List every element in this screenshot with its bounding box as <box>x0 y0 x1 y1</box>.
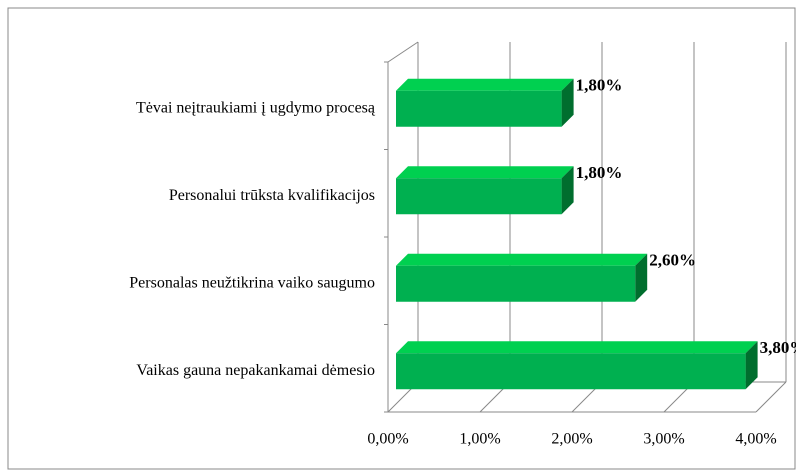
bar-side <box>561 78 574 127</box>
bar <box>396 178 562 215</box>
bar-top <box>396 166 574 179</box>
bar <box>396 265 636 302</box>
bar-side <box>635 253 648 302</box>
bar-side <box>745 341 758 390</box>
x-tick-label: 1,00% <box>459 431 500 448</box>
x-tick-label: 4,00% <box>735 431 776 448</box>
y-tick-label: Personalui trūksta kvalifikacijos <box>169 187 375 204</box>
bar-top <box>396 341 758 354</box>
value-label: 2,60% <box>649 251 696 270</box>
x-tick-label: 2,00% <box>551 431 592 448</box>
grid-line-floor <box>755 381 787 413</box>
value-label: 3,80% <box>760 338 796 357</box>
bar-top <box>396 78 574 91</box>
y-tick-label: Tėvai neįtraukiami į ugdymo procesą <box>136 99 376 116</box>
x-tick-label: 0,00% <box>367 431 408 448</box>
value-label: 1,80% <box>576 163 623 182</box>
value-label: 1,80% <box>576 76 623 95</box>
x-tick-label: 3,00% <box>643 431 684 448</box>
left-wall-top <box>387 41 419 63</box>
bar <box>396 353 746 390</box>
bar-side <box>561 166 574 215</box>
chart-frame <box>7 7 796 470</box>
bar-top <box>396 253 648 266</box>
y-tick-label: Personalas neužtikrina vaiko saugumo <box>129 274 375 291</box>
y-tick-label: Vaikas gauna nepakankamai dėmesio <box>136 362 375 379</box>
bar <box>396 90 562 127</box>
